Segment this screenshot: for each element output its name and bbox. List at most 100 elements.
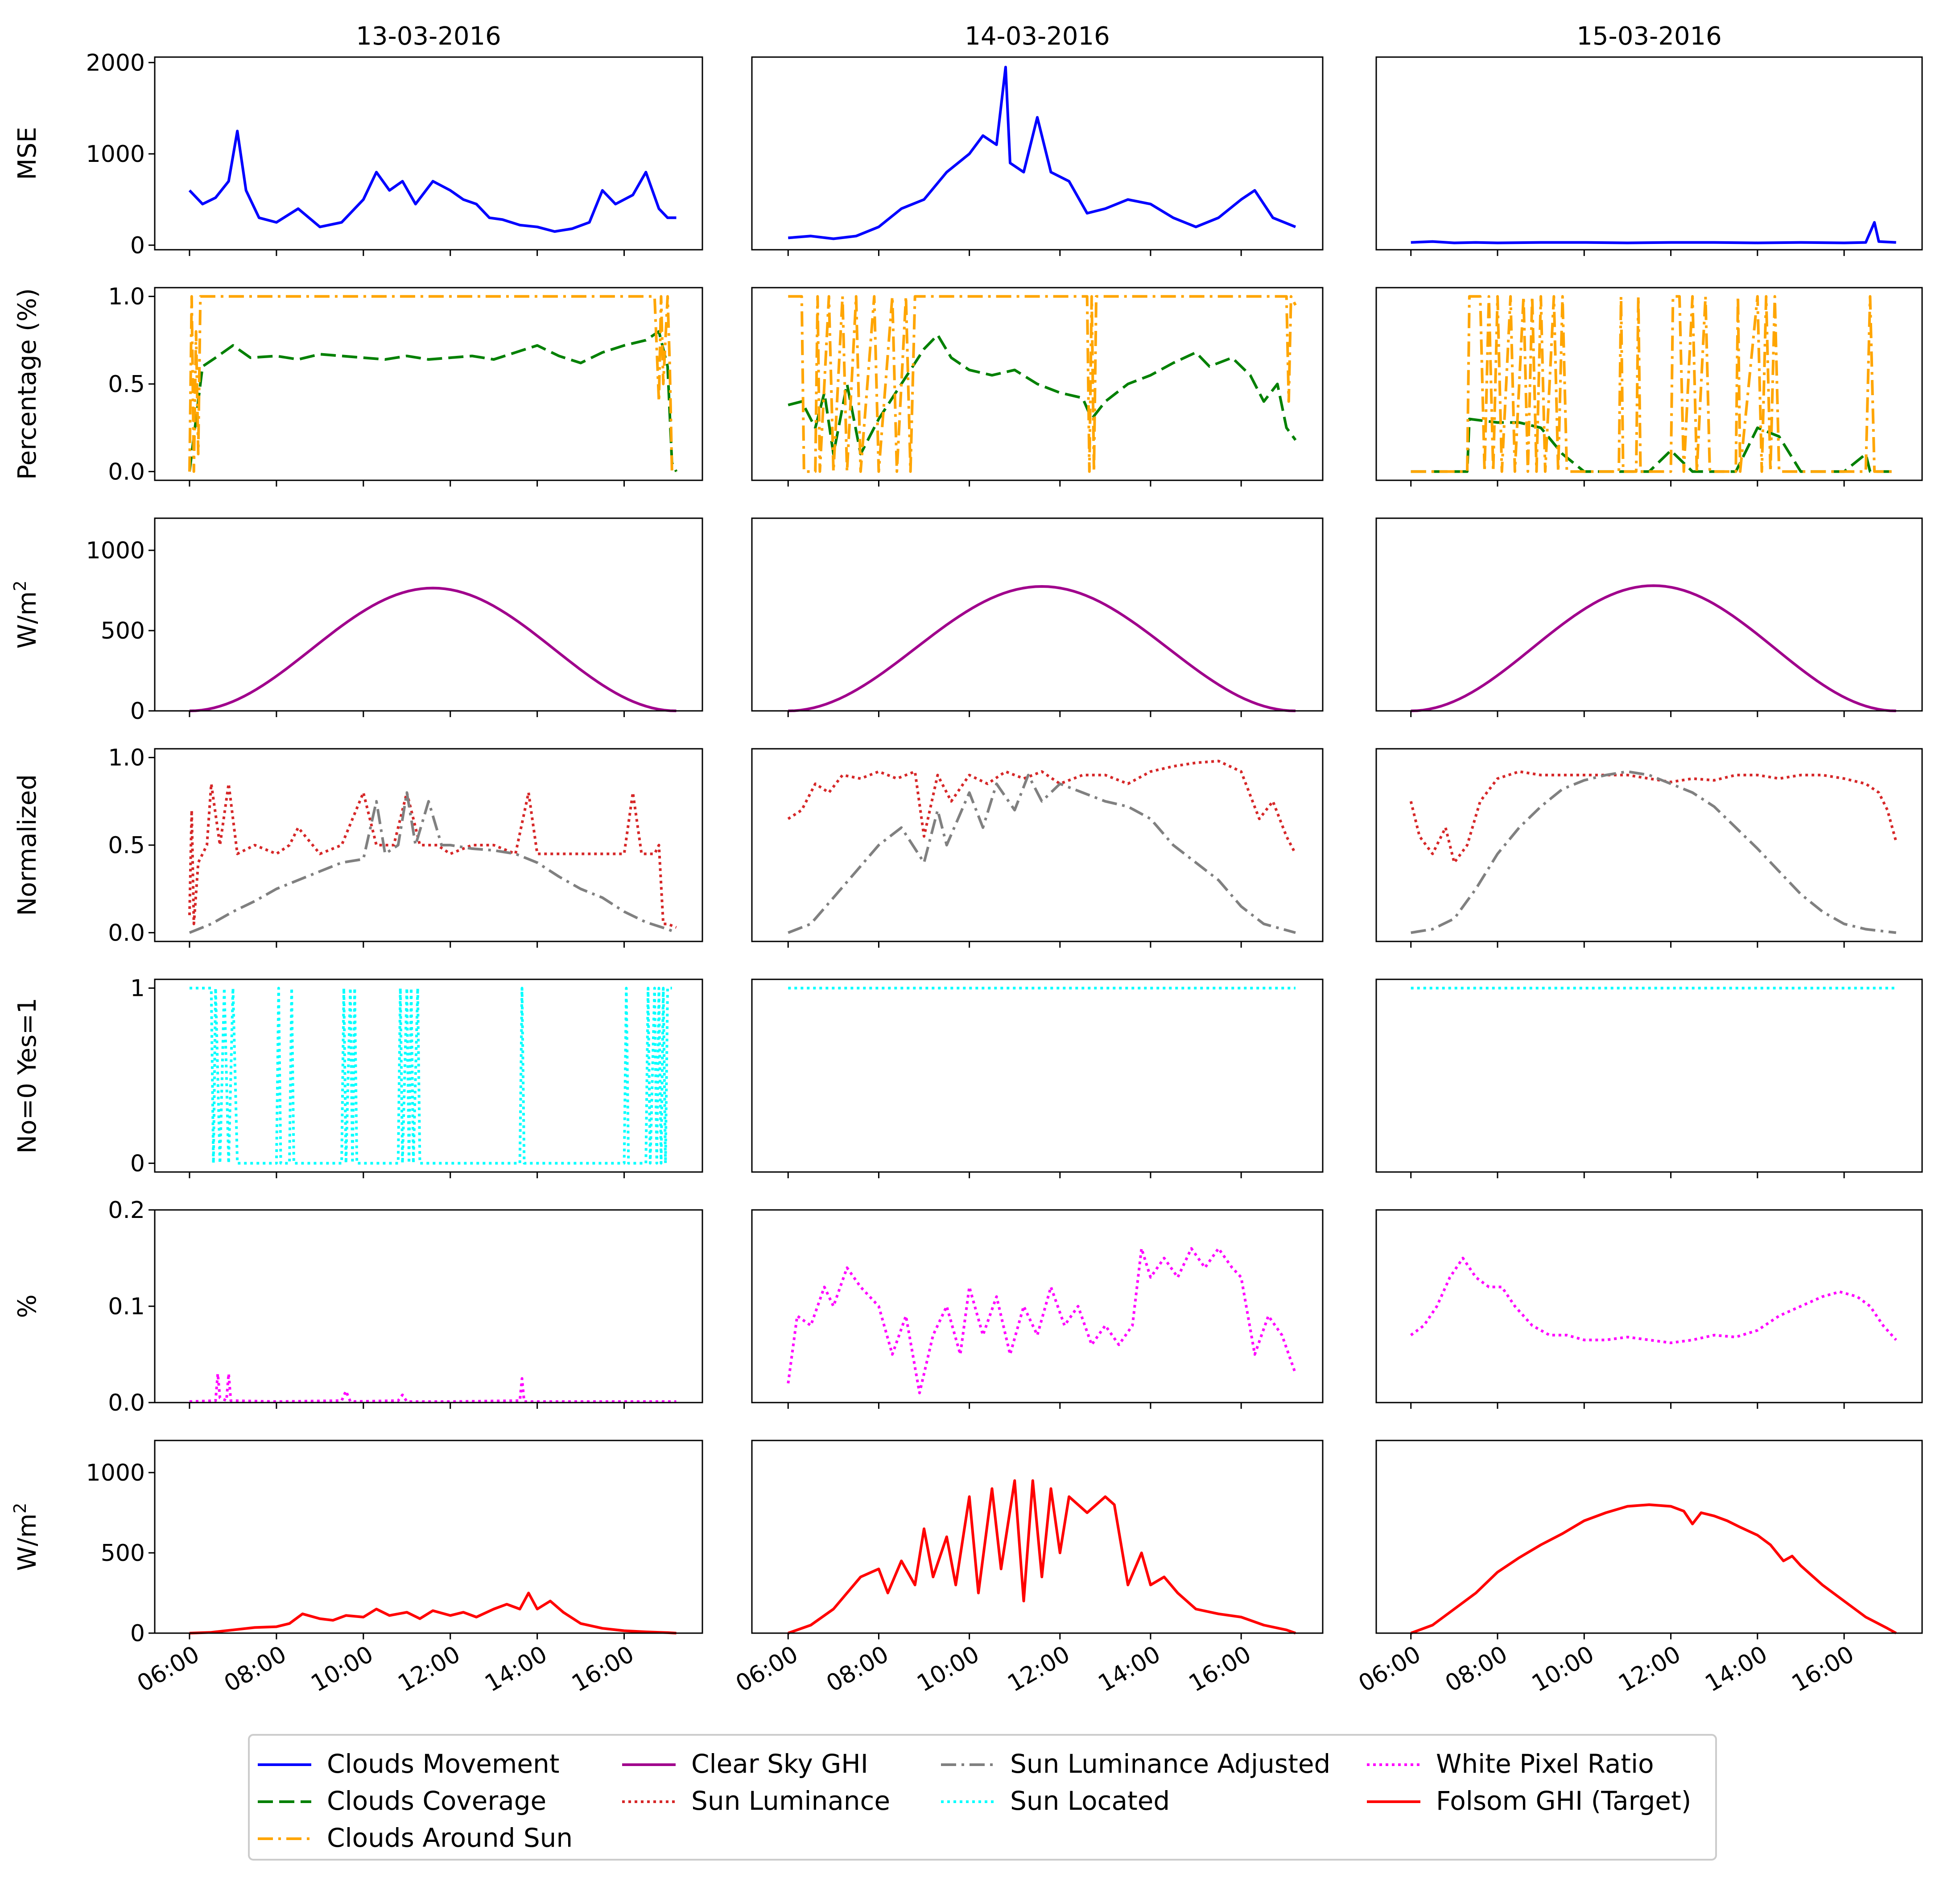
panel-r2-c0: 0 500 1000	[86, 517, 703, 725]
plot-frame	[751, 56, 1324, 251]
x-tick-label: 14:00	[480, 1641, 552, 1697]
plot-frame	[1375, 748, 1923, 942]
y-tick-label: 0.5	[108, 371, 145, 398]
plot-frame	[1375, 978, 1923, 1173]
series-line-clouds_around_sun	[188, 295, 677, 473]
x-tick-label: 16:00	[1184, 1641, 1256, 1697]
y-tick-label: 0.0	[108, 920, 145, 946]
x-tick-label: 12:00	[1614, 1641, 1685, 1697]
column-title: 14-03-2016	[965, 22, 1110, 51]
panel-r5-c0: 0.0 0.1 0.2	[108, 1197, 703, 1416]
legend-label-clouds_around_sun: Clouds Around Sun	[327, 1823, 573, 1853]
legend-label-white_pixel_ratio: White Pixel Ratio	[1436, 1749, 1654, 1779]
panel-r5-c2	[1375, 1209, 1923, 1409]
y-axis-label: W/m2	[10, 1503, 42, 1571]
panel-r0-c0: 0 1000 2000	[86, 50, 703, 259]
y-tick-label: 500	[101, 618, 145, 644]
panel-r3-c1	[751, 748, 1324, 948]
y-tick-label: 1000	[86, 141, 145, 168]
panel-r1-c1	[751, 287, 1324, 487]
x-tick-label: 16:00	[567, 1641, 639, 1697]
column-titles: 13-03-2016 14-03-2016 15-03-2016	[356, 22, 1721, 51]
series-line-clouds_around_sun	[1411, 295, 1896, 473]
plot-frame	[154, 517, 703, 712]
series-line-white_pixel_ratio	[787, 1247, 1297, 1395]
legend-label-sun_located: Sun Located	[1010, 1786, 1170, 1816]
plot-frame	[751, 978, 1324, 1173]
column-title: 15-03-2016	[1576, 22, 1721, 51]
panel-r5-c1	[751, 1209, 1324, 1409]
plot-frame	[1375, 517, 1923, 712]
x-tick-label: 06:00	[1354, 1641, 1425, 1697]
panel-r1-c2	[1375, 287, 1923, 487]
series-line-clear_sky_ghi	[788, 585, 1296, 712]
series-line-sun_located	[190, 986, 672, 1165]
y-tick-label: 1.0	[108, 745, 145, 772]
series-line-sun_luminance	[188, 782, 677, 929]
series-line-clouds_movement	[1411, 221, 1896, 244]
legend-box	[248, 1734, 1717, 1861]
x-tick-label: 08:00	[822, 1641, 893, 1697]
series-line-folsom_ghi	[788, 1479, 1296, 1634]
x-tick-label: 10:00	[307, 1641, 378, 1697]
plot-frame	[154, 1440, 703, 1634]
panel-r3-c2	[1375, 748, 1923, 948]
plot-frame	[1375, 1209, 1923, 1403]
series-line-white_pixel_ratio	[189, 1372, 677, 1403]
y-tick-label: 1000	[86, 537, 145, 564]
x-tick-label: 06:00	[731, 1641, 803, 1697]
panel-r4-c1	[751, 978, 1324, 1178]
series-line-clouds_around_sun	[788, 295, 1297, 473]
legend-label-clouds_movement: Clouds Movement	[327, 1749, 560, 1779]
panel-r4-c0: 01	[130, 975, 703, 1178]
panel-r6-c0: 06:00 08:00 10:00 12:00 14:00 16:00 0 500 1000	[86, 1440, 703, 1697]
panel-r6-c1: 06:00 08:00 10:00 12:00 14:00 16:00	[731, 1440, 1324, 1697]
y-tick-label: 0	[130, 232, 145, 259]
series-line-folsom_ghi	[1410, 1503, 1897, 1634]
series-line-sun_luminance_adjusted	[788, 773, 1296, 934]
panel-r2-c1	[751, 517, 1324, 717]
panel-r2-c2	[1375, 517, 1923, 717]
x-tick-label: 14:00	[1094, 1641, 1165, 1697]
y-axis-label: Percentage (%)	[13, 288, 42, 480]
series-line-clouds_movement	[788, 66, 1296, 240]
y-axis-label-superscript: 2	[10, 1503, 30, 1514]
y-axis-label: %	[13, 1294, 42, 1318]
plot-frame	[1375, 1440, 1923, 1634]
legend: Clouds Movement Clouds Coverage Clouds Aro…	[248, 1734, 1717, 1861]
plot-frame	[751, 517, 1324, 712]
series-line-clouds_coverage	[788, 334, 1297, 456]
plot-frame	[1375, 56, 1923, 251]
series-line-sun_luminance	[1409, 770, 1898, 864]
y-tick-label: 0	[130, 1150, 145, 1177]
series-line-clear_sky_ghi	[1411, 584, 1896, 712]
series-line-sun_luminance	[787, 759, 1297, 854]
x-tick-label: 08:00	[220, 1641, 291, 1697]
legend-label-folsom_ghi: Folsom GHI (Target)	[1436, 1786, 1691, 1816]
y-axis-label-superscript: 2	[10, 581, 30, 591]
y-tick-label: 500	[101, 1540, 145, 1567]
plot-frame	[751, 287, 1324, 481]
x-tick-label: 12:00	[393, 1641, 465, 1697]
x-tick-label: 06:00	[133, 1641, 204, 1697]
x-tick-label: 10:00	[1527, 1641, 1599, 1697]
y-axis-label-main: W/m	[13, 591, 42, 649]
series-line-folsom_ghi	[189, 1592, 677, 1634]
x-tick-label: 16:00	[1787, 1641, 1859, 1697]
plot-frame	[751, 1440, 1324, 1634]
panel-r6-c2: 06:00 08:00 10:00 12:00 14:00 16:00	[1354, 1440, 1923, 1697]
x-tick-label: 10:00	[912, 1641, 984, 1697]
series-line-clouds_coverage	[188, 330, 678, 472]
y-tick-label: 0	[130, 698, 145, 725]
x-tick-label: 08:00	[1441, 1641, 1512, 1697]
series-line-clear_sky_ghi	[189, 586, 677, 712]
panel-r4-c2	[1375, 978, 1923, 1178]
legend-label-clear_sky_ghi: Clear Sky GHI	[691, 1749, 868, 1779]
column-title: 13-03-2016	[356, 22, 501, 51]
series-line-white_pixel_ratio	[1410, 1257, 1897, 1345]
y-tick-label: 0.2	[108, 1197, 145, 1224]
x-tick-label: 14:00	[1701, 1641, 1772, 1697]
y-tick-label: 1.0	[108, 284, 145, 310]
y-axis-label: W/m2	[10, 581, 42, 649]
